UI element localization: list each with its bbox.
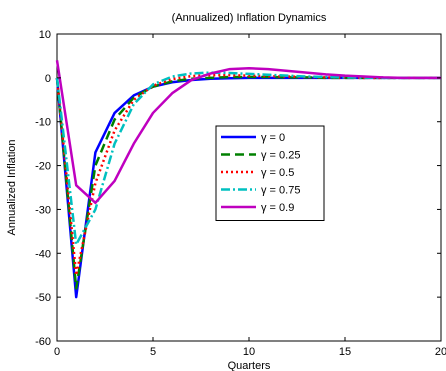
- legend-label-3: γ = 0.75: [261, 185, 300, 197]
- x-axis-title: Quarters: [228, 360, 271, 371]
- y-tick-label: 0: [45, 73, 51, 85]
- legend: γ = 0 γ = 0.25 γ = 0.5 γ = 0.75 γ = 0.9: [215, 125, 325, 221]
- y-tick-label: -40: [35, 248, 51, 260]
- x-tick-label: 0: [54, 346, 60, 358]
- y-axis: 10 0 -10 -20 -30 -40 -50 -60: [35, 29, 441, 348]
- chart-title: (Annualized) Inflation Dynamics: [172, 12, 327, 24]
- legend-label-0: γ = 0: [261, 132, 285, 144]
- legend-label-2: γ = 0.5: [261, 167, 294, 179]
- x-tick-label: 15: [339, 346, 351, 358]
- series-layer: [55, 60, 441, 299]
- legend-label-1: γ = 0.25: [261, 150, 300, 162]
- y-tick-label: -30: [35, 204, 51, 216]
- legend-box: [215, 125, 325, 221]
- legend-label-4: γ = 0.9: [261, 202, 294, 214]
- x-tick-label: 20: [435, 346, 446, 358]
- y-tick-label: -20: [35, 161, 51, 173]
- x-tick-label: 5: [150, 346, 156, 358]
- y-tick-label: 10: [39, 29, 51, 41]
- y-tick-label: -50: [35, 292, 51, 304]
- y-tick-label: -10: [35, 117, 51, 129]
- y-axis-title: Annualized Inflation: [6, 139, 18, 235]
- y-tick-label: -60: [35, 336, 51, 348]
- x-axis: 0 5 10 15 20: [54, 34, 446, 358]
- x-tick-label: 10: [243, 346, 255, 358]
- series-line-2: [55, 73, 441, 277]
- series-line-4: [55, 60, 441, 205]
